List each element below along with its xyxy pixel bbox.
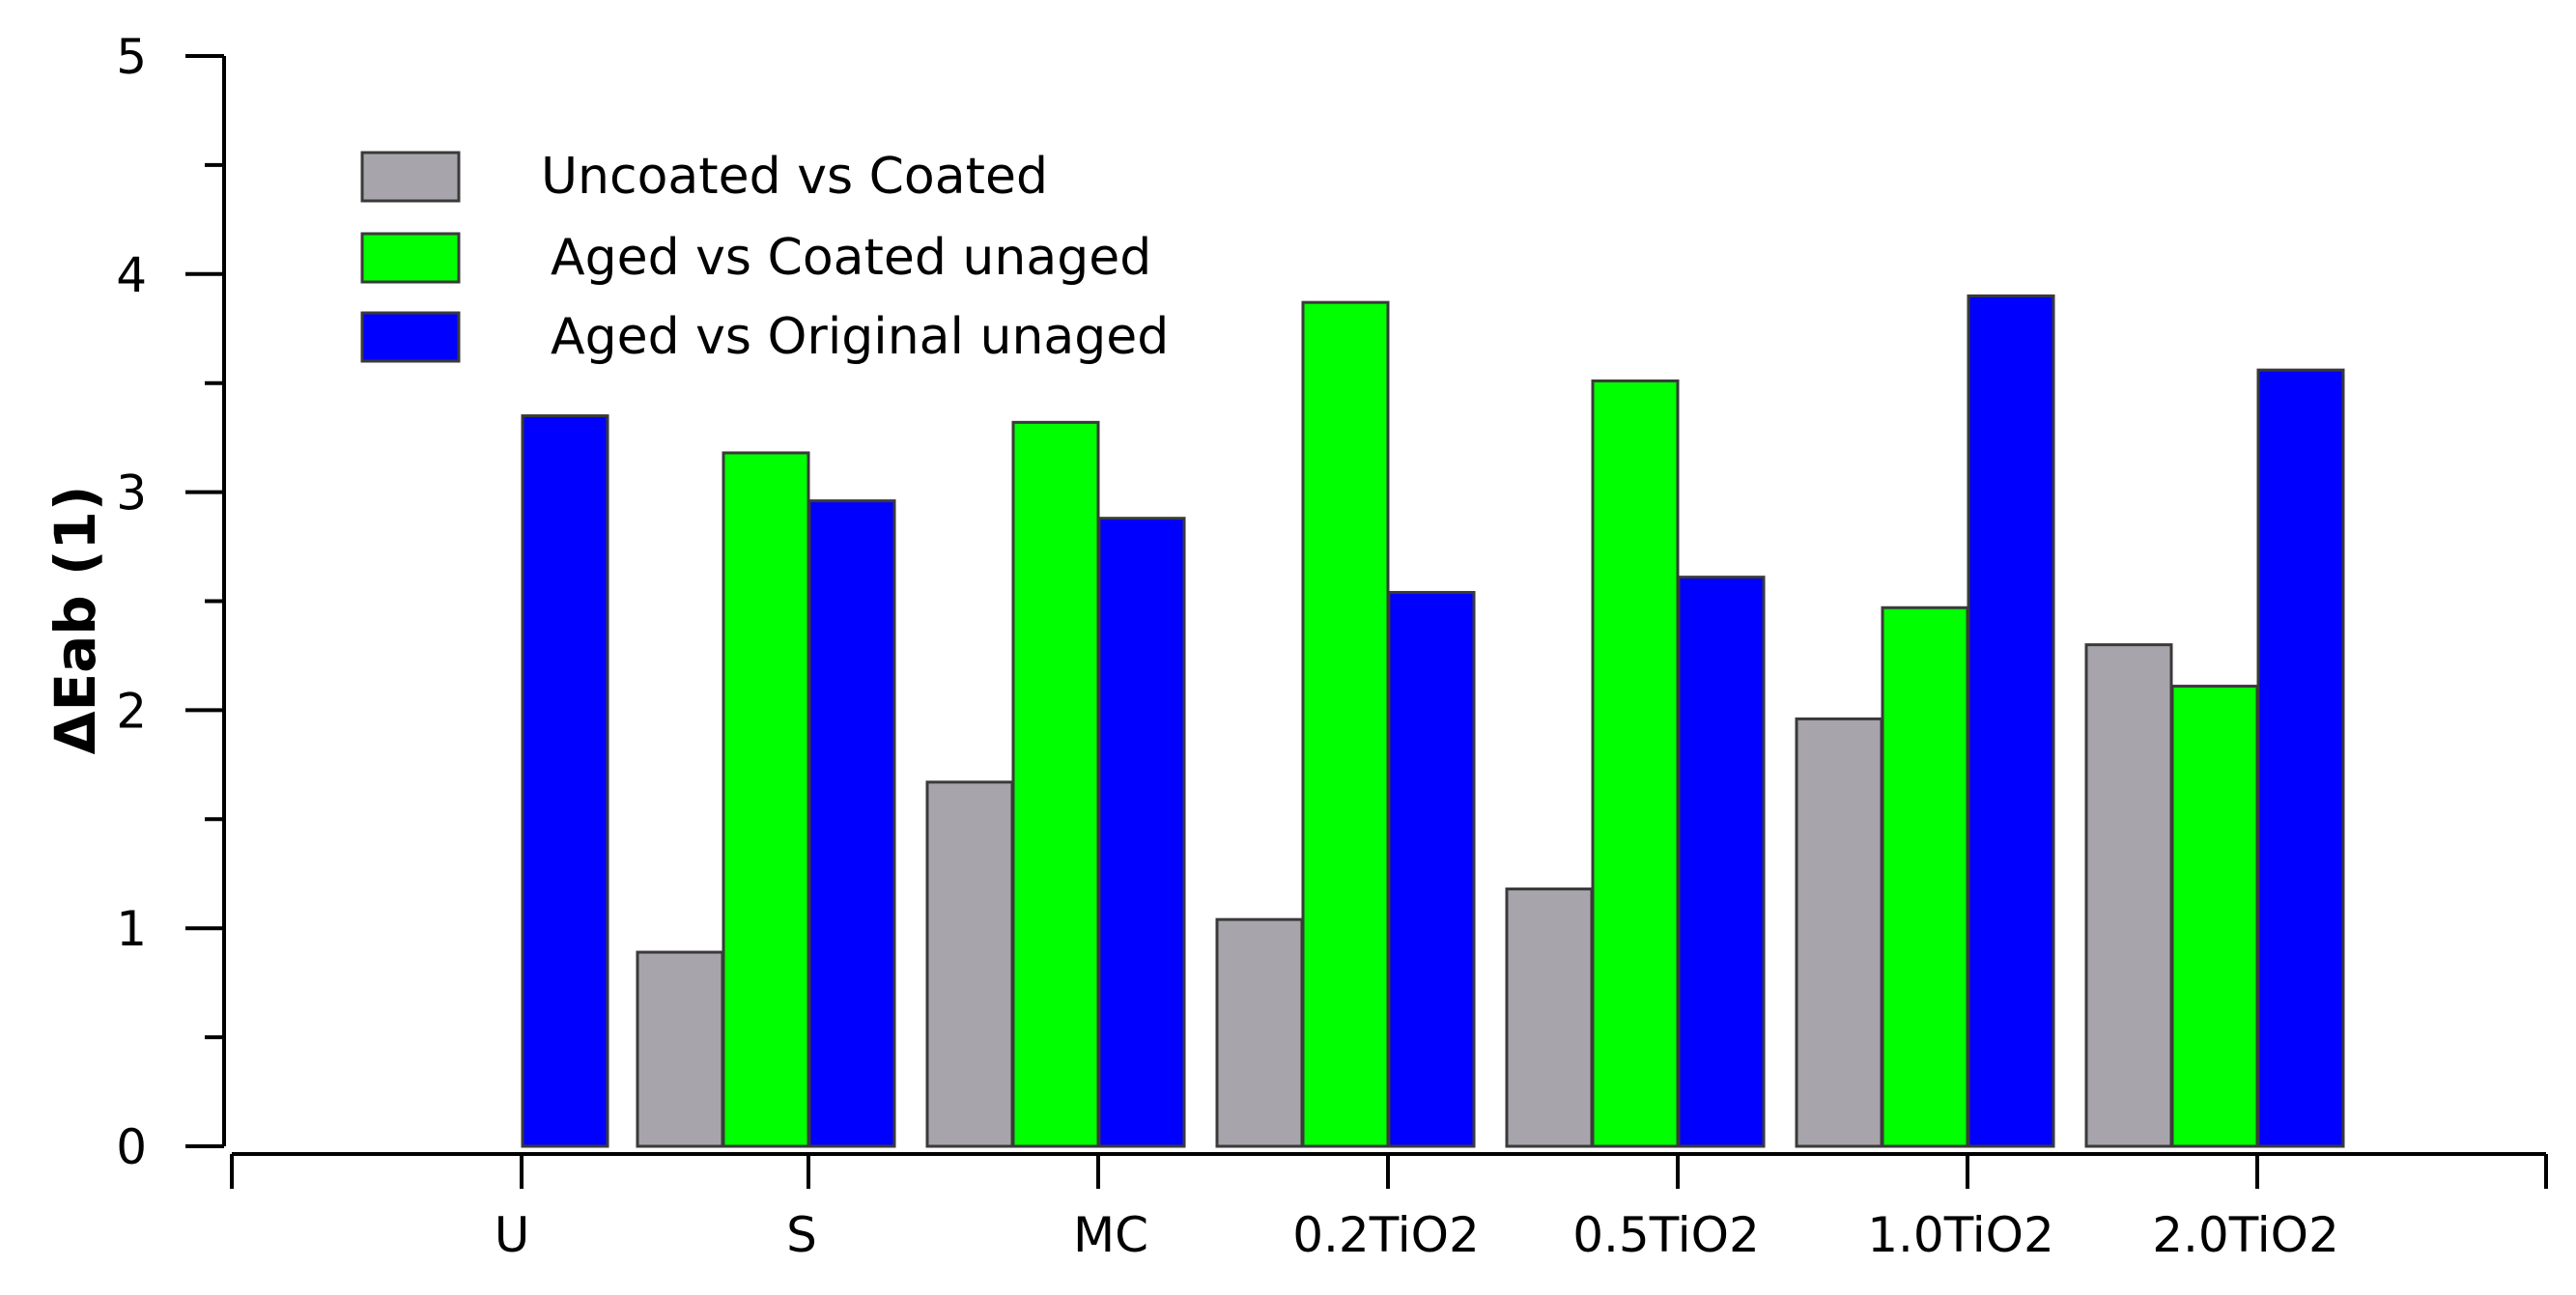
bar-2-1-0tio2 xyxy=(1881,605,1969,1148)
legend-label: Aged vs Coated unaged xyxy=(551,229,1151,287)
bar-1-0-2tio2 xyxy=(1215,917,1304,1148)
legend-swatch xyxy=(360,151,461,203)
y-tick-label: 3 xyxy=(116,465,147,521)
x-tick-label: MC xyxy=(1073,1207,1148,1263)
legend-label: Uncoated vs Coated xyxy=(541,148,1048,206)
y-tick-label: 1 xyxy=(116,901,147,957)
bars xyxy=(521,294,2345,1148)
bar-2-s xyxy=(722,451,810,1148)
x-tick-label: 2.0TiO2 xyxy=(2152,1207,2339,1263)
bar-2-2-0tio2 xyxy=(2170,685,2259,1148)
bar-1-s xyxy=(636,950,724,1148)
legend: Uncoated vs Coated Aged vs Coated unaged A… xyxy=(360,148,1169,366)
y-tick-label: 2 xyxy=(116,683,147,739)
x-tick-label: S xyxy=(786,1207,817,1263)
x-tick-label: U xyxy=(495,1207,530,1263)
x-axis: U S MC 0.2TiO2 0.5TiO2 1.0TiO2 2.0TiO2 xyxy=(230,1152,2548,1263)
legend-swatch xyxy=(360,311,461,363)
bar-2-mc xyxy=(1011,420,1100,1148)
bar-3-mc xyxy=(1097,517,1186,1148)
y-tick-label: 4 xyxy=(116,247,147,303)
bar-1-2-0tio2 xyxy=(2084,643,2173,1148)
bar-3-s xyxy=(807,499,896,1148)
x-tick-label: 1.0TiO2 xyxy=(1867,1207,2054,1263)
bar-1-0-5tio2 xyxy=(1505,887,1594,1148)
bar-3-1-0tio2 xyxy=(1967,294,2055,1148)
y-axis-label: ΔEab (1) xyxy=(42,486,108,755)
bar-3-2-0tio2 xyxy=(2256,368,2345,1148)
legend-label: Aged vs Original unaged xyxy=(551,308,1169,366)
y-tick-label: 0 xyxy=(116,1119,147,1175)
x-tick-label: 0.5TiO2 xyxy=(1572,1207,1760,1263)
y-tick-label: 5 xyxy=(116,29,147,85)
bar-3-u xyxy=(521,414,609,1148)
bar-3-0-2tio2 xyxy=(1387,590,1476,1148)
bar-2-0-5tio2 xyxy=(1591,379,1680,1148)
x-tick-label: 0.2TiO2 xyxy=(1292,1207,1480,1263)
legend-swatch xyxy=(360,232,461,284)
y-axis: 0 1 2 3 4 5 xyxy=(116,29,226,1175)
bar-2-0-2tio2 xyxy=(1301,300,1390,1148)
bar-1-mc xyxy=(925,780,1014,1148)
bar-3-0-5tio2 xyxy=(1677,576,1766,1148)
bar-1-1-0tio2 xyxy=(1795,717,1883,1148)
